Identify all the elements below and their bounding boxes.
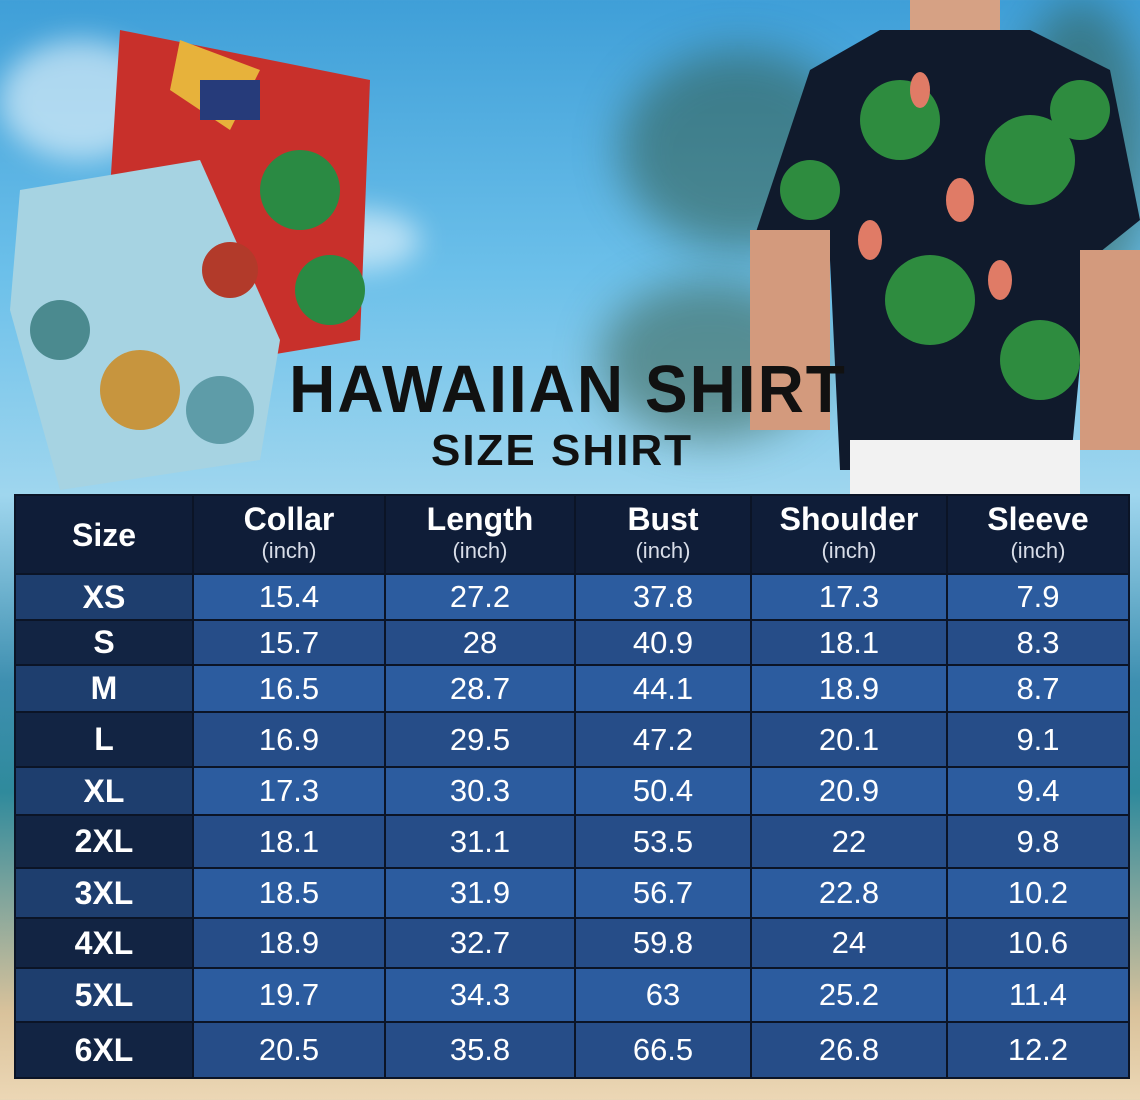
table-row: M 16.5 28.7 44.1 18.9 8.7 (14, 664, 1130, 713)
header-label: Size (71, 516, 137, 553)
header-unit: (inch) (261, 537, 317, 563)
measurement-cell: 12.2 (946, 1021, 1130, 1079)
measurement-cell: 16.5 (192, 664, 386, 713)
header-label: Collar (243, 500, 335, 537)
measurement-cell: 20.1 (750, 711, 948, 768)
size-cell: M (14, 664, 194, 713)
size-cell: XS (14, 573, 194, 621)
measurement-cell: 28.7 (384, 664, 576, 713)
size-cell: L (14, 711, 194, 768)
measurement-cell: 18.5 (192, 867, 386, 919)
measurement-cell: 44.1 (574, 664, 752, 713)
header-label: Length (426, 500, 534, 537)
page-subtitle: SIZE SHIRT (430, 426, 694, 475)
measurement-cell: 59.8 (574, 917, 752, 969)
table-row: L 16.9 29.5 47.2 20.1 9.1 (14, 711, 1130, 768)
measurement-cell: 9.8 (946, 814, 1130, 869)
measurement-cell: 66.5 (574, 1021, 752, 1079)
measurement-cell: 17.3 (192, 766, 386, 816)
column-header-bust: Bust (inch) (574, 494, 752, 575)
column-header-collar: Collar (inch) (192, 494, 386, 575)
table-row: 2XL 18.1 31.1 53.5 22 9.8 (14, 814, 1130, 869)
measurement-cell: 17.3 (750, 573, 948, 621)
column-header-length: Length (inch) (384, 494, 576, 575)
size-cell: 2XL (14, 814, 194, 869)
measurement-cell: 15.4 (192, 573, 386, 621)
measurement-cell: 27.2 (384, 573, 576, 621)
measurement-cell: 47.2 (574, 711, 752, 768)
folded-shirts-image (10, 30, 370, 490)
header-unit: (inch) (821, 537, 877, 563)
measurement-cell: 53.5 (574, 814, 752, 869)
size-chart-table: Size Collar (inch) Length (inch) Bust (inch) Sh… (14, 494, 1130, 1079)
table-row: 5XL 19.7 34.3 63 25.2 11.4 (14, 967, 1130, 1023)
measurement-cell: 9.4 (946, 766, 1130, 816)
size-cell: 5XL (14, 967, 194, 1023)
column-header-shoulder: Shoulder (inch) (750, 494, 948, 575)
header-unit: (inch) (1010, 537, 1066, 563)
header-unit: (inch) (452, 537, 508, 563)
measurement-cell: 63 (574, 967, 752, 1023)
measurement-cell: 56.7 (574, 867, 752, 919)
table-row: 6XL 20.5 35.8 66.5 26.8 12.2 (14, 1021, 1130, 1079)
measurement-cell: 18.1 (192, 814, 386, 869)
measurement-cell: 32.7 (384, 917, 576, 969)
measurement-cell: 10.2 (946, 867, 1130, 919)
measurement-cell: 34.3 (384, 967, 576, 1023)
header-unit: (inch) (635, 537, 691, 563)
measurement-cell: 15.7 (192, 619, 386, 666)
table-row: XL 17.3 30.3 50.4 20.9 9.4 (14, 766, 1130, 816)
measurement-cell: 30.3 (384, 766, 576, 816)
measurement-cell: 29.5 (384, 711, 576, 768)
measurement-cell: 10.6 (946, 917, 1130, 969)
measurement-cell: 20.9 (750, 766, 948, 816)
model-shirt-image (750, 0, 1140, 495)
table-row: 4XL 18.9 32.7 59.8 24 10.6 (14, 917, 1130, 969)
measurement-cell: 16.9 (192, 711, 386, 768)
measurement-cell: 20.5 (192, 1021, 386, 1079)
measurement-cell: 18.9 (192, 917, 386, 969)
measurement-cell: 31.9 (384, 867, 576, 919)
page-title: HAWAIIAN SHIRT (289, 351, 847, 427)
measurement-cell: 35.8 (384, 1021, 576, 1079)
header-label: Sleeve (987, 500, 1089, 537)
measurement-cell: 25.2 (750, 967, 948, 1023)
measurement-cell: 37.8 (574, 573, 752, 621)
measurement-cell: 40.9 (574, 619, 752, 666)
measurement-cell: 31.1 (384, 814, 576, 869)
table-row: S 15.7 28 40.9 18.1 8.3 (14, 619, 1130, 666)
column-header-sleeve: Sleeve (inch) (946, 494, 1130, 575)
column-header-size: Size (14, 494, 194, 575)
size-cell: 6XL (14, 1021, 194, 1079)
measurement-cell: 11.4 (946, 967, 1130, 1023)
measurement-cell: 22.8 (750, 867, 948, 919)
measurement-cell: 22 (750, 814, 948, 869)
measurement-cell: 7.9 (946, 573, 1130, 621)
measurement-cell: 26.8 (750, 1021, 948, 1079)
measurement-cell: 8.7 (946, 664, 1130, 713)
header-row: Size Collar (inch) Length (inch) Bust (inch) Sh… (14, 494, 1130, 575)
measurement-cell: 8.3 (946, 619, 1130, 666)
size-cell: 4XL (14, 917, 194, 969)
header-label: Shoulder (779, 500, 919, 537)
measurement-cell: 28 (384, 619, 576, 666)
size-cell: 3XL (14, 867, 194, 919)
measurement-cell: 50.4 (574, 766, 752, 816)
table-row: XS 15.4 27.2 37.8 17.3 7.9 (14, 573, 1130, 621)
measurement-cell: 24 (750, 917, 948, 969)
measurement-cell: 18.9 (750, 664, 948, 713)
size-cell: S (14, 619, 194, 666)
measurement-cell: 18.1 (750, 619, 948, 666)
table-row: 3XL 18.5 31.9 56.7 22.8 10.2 (14, 867, 1130, 919)
header-label: Bust (627, 500, 699, 537)
measurement-cell: 9.1 (946, 711, 1130, 768)
measurement-cell: 19.7 (192, 967, 386, 1023)
size-cell: XL (14, 766, 194, 816)
